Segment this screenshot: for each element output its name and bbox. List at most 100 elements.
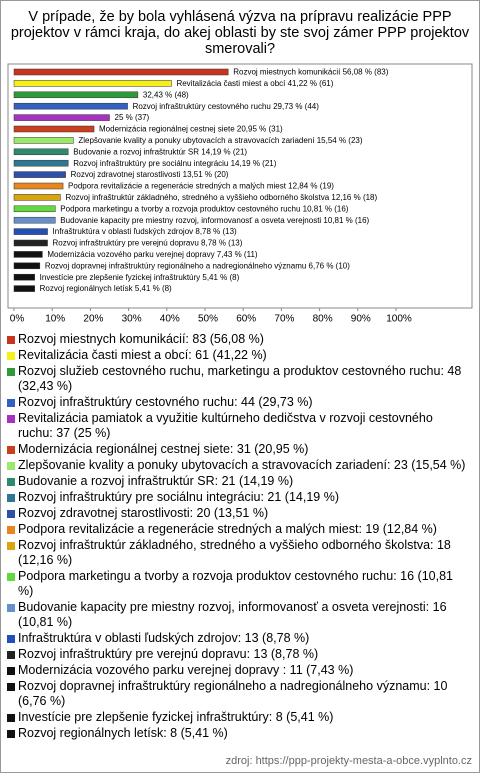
legend-item: Investície pre zlepšenie fyzickej infraš… [6,710,470,725]
value-label: 25 % (37) [115,113,150,122]
legend-swatch [7,730,15,738]
legend-item: Modernizácia vozového parku verejnej dop… [6,663,470,678]
value-label: Budovanie a rozvoj infraštruktúr SR 14,1… [73,147,247,156]
value-label: Modernizácia vozového parku verejnej dop… [47,250,258,259]
legend-label: Podpora revitalizácie a regenerácie stre… [18,522,437,536]
source: zdroj: https://ppp-projekty-mesta-a-obce… [225,755,472,767]
legend-item: Budovanie a rozvoj infraštruktúr SR: 21 … [6,474,470,489]
legend-swatch [7,462,15,470]
legend-item: Rozvoj infraštruktúry pre verejnú doprav… [6,647,470,662]
bar [13,159,69,167]
legend-swatch [7,415,15,423]
legend-swatch [7,714,15,722]
legend-item: Zlepšovanie kvality a ponuky ubytovacích… [6,458,470,473]
legend-label: Investície pre zlepšenie fyzickej infraš… [18,710,334,724]
x-tick-label: 30% [122,314,142,325]
legend-item: Rozvoj infraštruktúry pre sociálnu integ… [6,490,470,505]
legend-item: Podpora marketingu a tvorby a rozvoja pr… [6,569,470,599]
x-tick-label: 60% [236,314,256,325]
value-label: Infraštruktúra v oblasti ľudských zdrojo… [53,227,238,236]
legend-swatch [7,510,15,518]
legend-item: Rozvoj služieb cestovného ruchu, marketi… [6,364,470,394]
legend-swatch [7,651,15,659]
legend-label: Modernizácia regionálnej cestnej siete: … [18,442,309,456]
legend-item: Revitalizácia časti miest a obcí: 61 (41… [6,348,470,363]
x-tick-label: 50% [198,314,218,325]
bar [13,114,110,121]
legend-swatch [7,683,15,691]
bar [13,251,43,258]
bar [13,216,56,224]
value-label: Revitalizácia časti miest a obcí 41,22 %… [176,79,333,88]
value-label: Zlepšovanie kvality a ponuky ubytovacích… [78,136,362,145]
legend-swatch [7,352,15,360]
legend-label: Podpora marketingu a tvorby a rozvoja pr… [18,569,453,598]
legend-label: Rozvoj infraštruktúry pre sociálnu integ… [18,490,339,504]
legend-label: Rozvoj regionálnych letísk: 8 (5,41 %) [18,726,228,740]
value-label: Podpora marketingu a tvorby a rozvoja pr… [60,204,349,213]
bar [13,171,66,178]
x-tick-label: 40% [160,314,180,325]
value-label: Rozvoj dopravnej infraštruktúry regionál… [45,261,350,270]
legend-swatch [7,635,15,643]
bar [13,102,128,110]
value-label: Rozvoj infraštruktúry pre sociálnu integ… [73,159,277,168]
legend-label: Rozvoj zdravotnej starostlivosti: 20 (13… [18,506,269,520]
bar [13,285,35,292]
bar [13,194,61,201]
legend-item: Rozvoj miestnych komunikácií: 83 (56,08 … [6,332,470,347]
value-label: Budovanie kapacity pre miestny rozvoj, i… [60,216,369,225]
legend-item: Rozvoj zdravotnej starostlivosti: 20 (13… [6,506,470,521]
value-label: Modernizácia regionálnej cestnej siete 2… [99,125,283,134]
legend-item: Rozvoj infraštruktúry cestovného ruchu: … [6,395,470,410]
value-label: Podpora revitalizácie a regenerácie stre… [68,182,334,191]
x-tick-label: 100% [386,314,412,325]
x-tick-label: 70% [274,314,294,325]
chart-title: V prípade, že by bola vyhlásená výzva na… [10,9,470,57]
legend-label: Rozvoj miestnych komunikácií: 83 (56,08 … [18,332,264,346]
legend-swatch [7,667,15,675]
legend-swatch [7,542,15,550]
legend-label: Rozvoj infraštruktúry pre verejnú doprav… [18,647,319,661]
bar [13,262,41,270]
value-label: Rozvoj infraštruktúry pre verejnú doprav… [53,239,243,248]
value-label: Rozvoj regionálnych letísk 5,41 % (8) [40,284,172,293]
x-tick-label: 80% [313,314,333,325]
value-label: Rozvoj infraštruktúry cestovného ruchu 2… [133,102,320,111]
legend-item: Rozvoj dopravnej infraštruktúry regionál… [6,679,470,709]
legend-label: Infraštruktúra v oblasti ľudských zdrojo… [18,631,310,645]
x-tick-label: 90% [351,314,371,325]
legend-item: Modernizácia regionálnej cestnej siete: … [6,442,470,457]
legend-swatch [7,399,15,407]
bar [13,205,56,213]
legend-swatch [7,368,15,376]
legend-label: Budovanie kapacity pre miestny rozvoj, i… [18,600,447,629]
legend-swatch [7,573,15,581]
x-tick-label: 20% [83,314,103,325]
bar [13,80,172,87]
legend-swatch [7,478,15,486]
legend-label: Rozvoj infraštruktúr základného, stredné… [18,538,451,567]
legend-label: Zlepšovanie kvality a ponuky ubytovacích… [18,458,466,472]
legend: Rozvoj miestnych komunikácií: 83 (56,08 … [6,332,470,742]
value-label: Rozvoj miestnych komunikácií 56,08 % (83… [233,68,389,77]
legend-item: Infraštruktúra v oblasti ľudských zdrojo… [6,631,470,646]
value-label: Investície pre zlepšenie fyzickej infraš… [40,273,240,282]
bar [13,91,139,99]
bar [13,182,64,190]
legend-swatch [7,446,15,454]
chart: 0% 10% 20% 30% 40% 50% 60% 70% 80% 90% 100% Rozvoj … [7,63,473,325]
bar [13,273,35,281]
bar [13,125,95,133]
x-tick-label: 0% [10,314,25,325]
value-label: Rozvoj zdravotnej starostlivosti 13,51 %… [71,170,229,179]
bar [13,228,48,235]
legend-label: Rozvoj infraštruktúry cestovného ruchu: … [18,395,313,409]
legend-swatch [7,494,15,502]
legend-label: Modernizácia vozového parku verejnej dop… [18,663,354,677]
bar [13,68,229,76]
bar [13,148,69,156]
value-label: 32,43 % (48) [143,90,189,99]
bar [13,137,74,144]
legend-item: Budovanie kapacity pre miestny rozvoj, i… [6,600,470,630]
